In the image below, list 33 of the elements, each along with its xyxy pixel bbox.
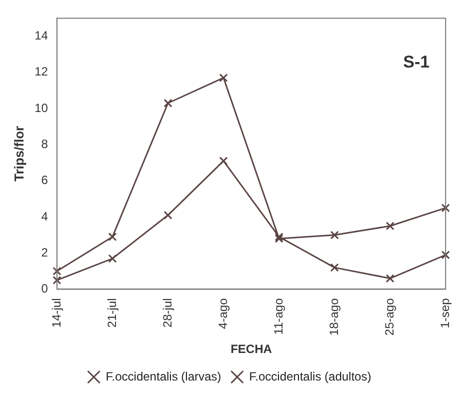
y-tick-label: 0: [41, 282, 48, 296]
point: [164, 210, 172, 220]
annotation: S-1: [403, 52, 430, 72]
point: [386, 274, 394, 283]
x-tick-label: 18-ago: [326, 298, 341, 336]
y-tick-label: 14: [34, 28, 48, 43]
point: [219, 74, 228, 82]
x-axis-title: FECHA: [230, 342, 272, 356]
legend-label: F.occidentalis (adultos): [249, 369, 372, 384]
x-tick-label: 14-jul: [49, 298, 64, 328]
legend-label: F.occidentalis (larvas): [106, 369, 222, 384]
y-tick-label: 8: [41, 136, 48, 151]
point: [108, 254, 117, 263]
x-tick-label: 1-sep: [438, 298, 452, 328]
y-tick-label: 10: [34, 100, 48, 115]
y-tick-label: 6: [41, 173, 48, 188]
y-tick-label: 2: [41, 245, 48, 260]
point: [441, 204, 450, 212]
x-tick-label: 25-ago: [382, 298, 396, 336]
y-tick-label: 12: [34, 64, 48, 79]
point: [441, 250, 450, 260]
point: [219, 156, 228, 166]
point: [386, 222, 394, 230]
point: [108, 232, 117, 242]
point: [330, 263, 339, 272]
x-tick-label: 21-jul: [104, 298, 119, 328]
y-axis-title: Trips/flor: [11, 126, 26, 182]
y-tick-label: 4: [41, 209, 48, 224]
point: [330, 230, 339, 240]
point: [164, 98, 172, 108]
x-tick-label: 4-ago: [216, 298, 230, 329]
x-tick-label: 28-jul: [160, 298, 174, 328]
x-tick-label: 11-ago: [271, 298, 286, 335]
